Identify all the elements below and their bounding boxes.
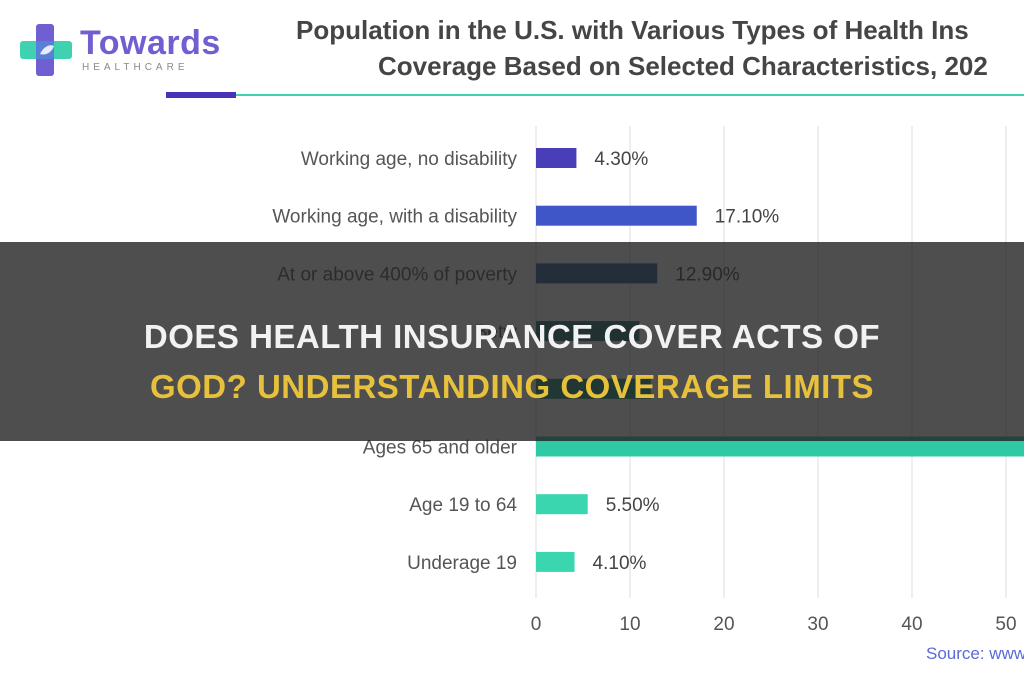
medical-cross-icon (20, 24, 72, 76)
category-label: Working age, no disability (301, 149, 518, 170)
x-tick-label: 50 (995, 614, 1016, 635)
value-label: 4.10% (593, 553, 647, 574)
logo-word: Towards (80, 24, 221, 62)
value-label: 4.30% (594, 149, 648, 170)
x-tick-label: 20 (713, 614, 734, 635)
headline-overlay (0, 242, 1024, 441)
category-label: Underage 19 (407, 553, 517, 574)
bar (536, 148, 577, 168)
source-label: Source: www (926, 644, 1024, 663)
category-label: Working age, with a disability (272, 207, 517, 228)
value-label: 17.10% (715, 207, 780, 228)
towards-healthcare-logo: Towards HEALTHCARE (18, 20, 221, 76)
accent-rule-purple (166, 92, 236, 98)
logo-subtitle: HEALTHCARE (82, 62, 189, 73)
headline: DOES HEALTH INSURANCE COVER ACTS OF GOD?… (0, 312, 1024, 412)
bar (536, 205, 697, 226)
x-tick-label: 30 (807, 614, 828, 635)
chart-title: Population in the U.S. with Various Type… (296, 12, 1024, 84)
x-tick-label: 0 (531, 614, 542, 635)
bar (536, 436, 1024, 457)
headline-line-2: GOD? UNDERSTANDING COVERAGE LIMITS (149, 368, 875, 405)
category-label: Age 19 to 64 (409, 495, 517, 516)
bar (536, 551, 575, 572)
chart-title-line-2: Coverage Based on Selected Characteristi… (378, 51, 988, 81)
category-label: Ages 65 and older (363, 438, 518, 459)
x-tick-label: 10 (619, 614, 640, 635)
value-label: 5.50% (606, 495, 660, 516)
bar (536, 494, 588, 515)
chart-title-line-1: Population in the U.S. with Various Type… (296, 15, 969, 45)
x-tick-label: 40 (901, 614, 922, 635)
accent-rule-teal (236, 94, 1024, 96)
headline-line-1: DOES HEALTH INSURANCE COVER ACTS OF (143, 318, 881, 355)
